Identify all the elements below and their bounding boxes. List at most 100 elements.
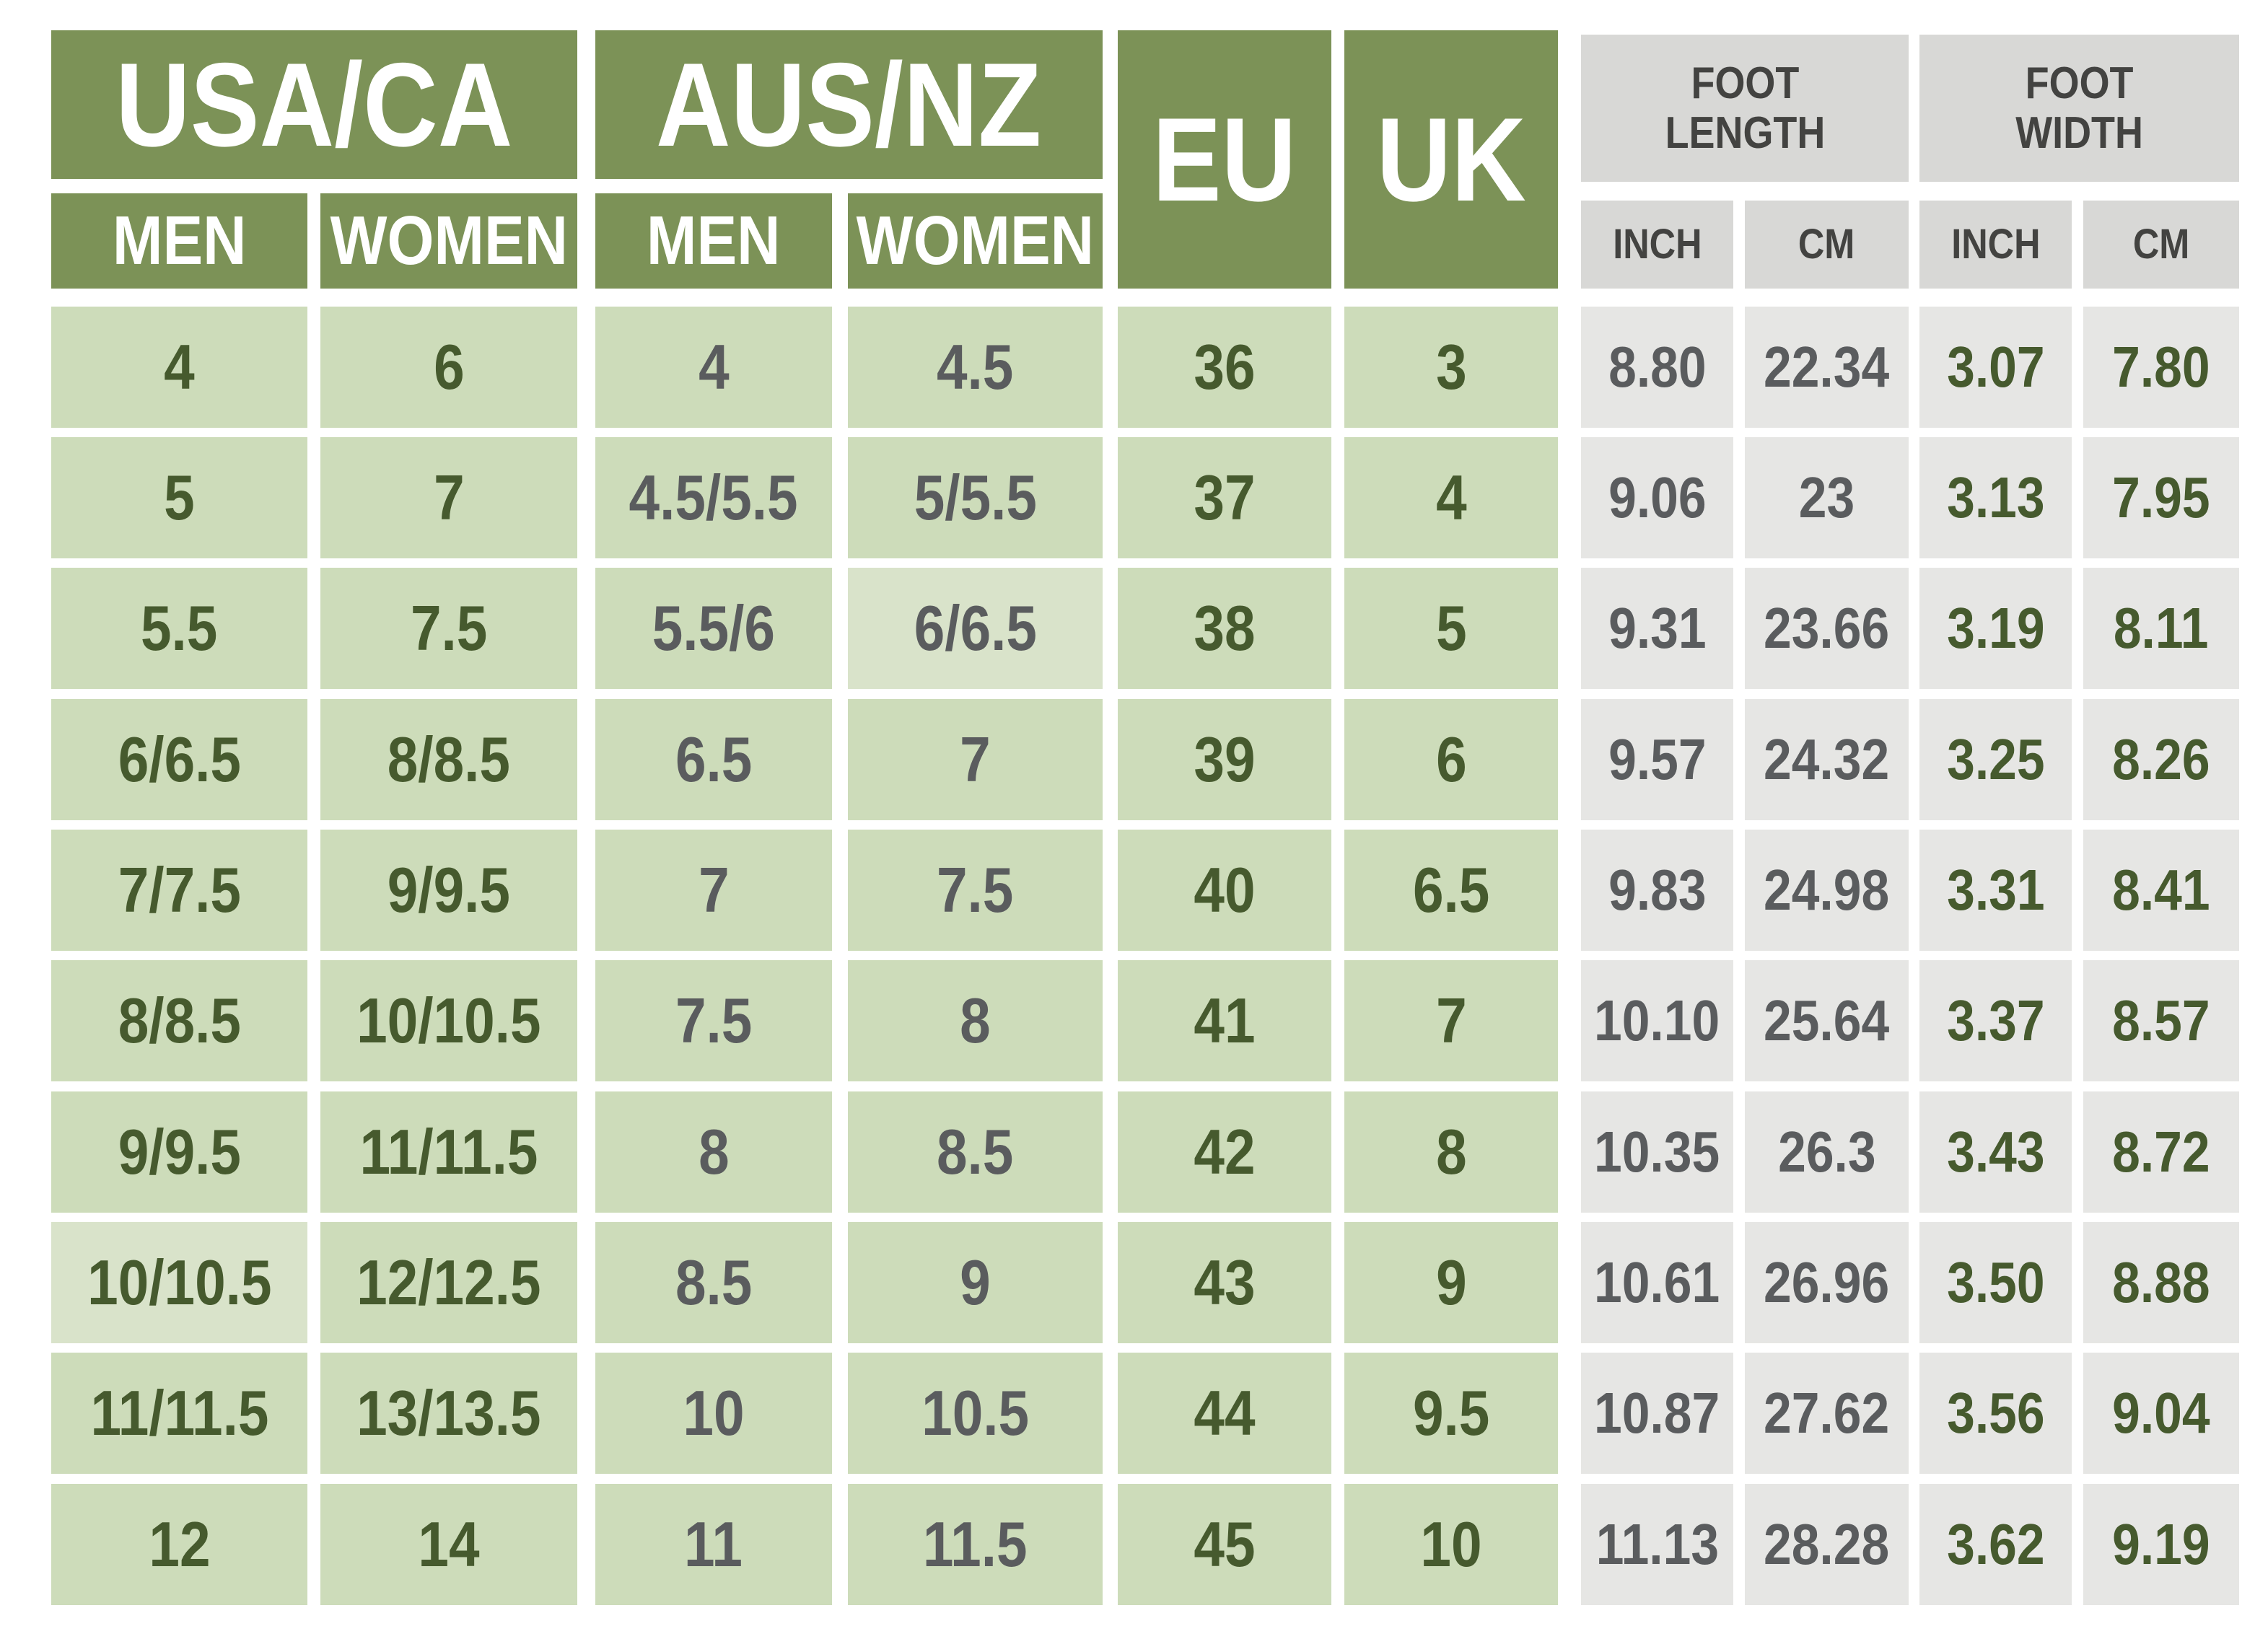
cell-wid_cm-value: 8.88 (2112, 1250, 2210, 1315)
header-usa-women-label: WOMEN (330, 202, 568, 280)
cell-len_inch: 9.83 (1581, 830, 1733, 951)
header-width-cm-label: CM (2132, 220, 2190, 268)
cell-len_cm: 26.96 (1745, 1222, 1909, 1343)
cell-aus_women: 5/5.5 (848, 437, 1103, 558)
cell-wid_cm-value: 7.80 (2112, 335, 2210, 400)
header-eu: EU (1118, 30, 1331, 289)
cell-wid_cm-value: 9.19 (2112, 1512, 2210, 1577)
cell-uk-value: 6 (1435, 723, 1467, 795)
cell-usa_women-value: 7 (433, 461, 465, 533)
cell-usa_men: 8/8.5 (51, 960, 307, 1081)
cell-usa_women: 6 (320, 307, 577, 428)
cell-aus_women: 10.5 (848, 1353, 1103, 1474)
cell-uk: 3 (1344, 307, 1558, 428)
cell-wid_inch-value: 3.13 (1946, 465, 2045, 530)
cell-usa_men-value: 4 (164, 330, 195, 403)
cell-uk: 6 (1344, 699, 1558, 820)
cell-wid_inch-value: 3.19 (1946, 596, 2045, 661)
header-foot-length: FOOT LENGTH (1581, 35, 1909, 182)
cell-len_cm-value: 24.32 (1764, 727, 1890, 792)
cell-eu: 38 (1118, 568, 1331, 689)
cell-aus_women-value: 7 (960, 723, 991, 795)
cell-eu-value: 37 (1194, 461, 1256, 533)
cell-wid_inch: 3.25 (1919, 699, 2072, 820)
cell-aus_women-value: 8.5 (937, 1115, 1014, 1187)
cell-usa_men-value: 8/8.5 (118, 984, 241, 1056)
header-foot-width: FOOT WIDTH (1919, 35, 2239, 182)
cell-eu: 39 (1118, 699, 1331, 820)
cell-uk-value: 10 (1420, 1508, 1482, 1580)
cell-wid_inch: 3.19 (1919, 568, 2072, 689)
header-aus-nz-label: AUS/NZ (656, 38, 1042, 171)
header-usa-women: WOMEN (320, 193, 577, 289)
cell-aus_men-value: 11 (684, 1508, 743, 1580)
cell-len_inch: 10.61 (1581, 1222, 1733, 1343)
cell-eu: 41 (1118, 960, 1331, 1081)
cell-uk: 7 (1344, 960, 1558, 1081)
cell-aus_men-value: 8.5 (675, 1246, 753, 1318)
cell-usa_women-value: 13/13.5 (356, 1376, 541, 1449)
cell-len_inch-value: 8.80 (1608, 335, 1707, 400)
cell-len_inch: 10.87 (1581, 1353, 1733, 1474)
cell-len_cm: 23.66 (1745, 568, 1909, 689)
cell-eu-value: 44 (1194, 1376, 1256, 1449)
cell-aus_men-value: 7 (698, 853, 730, 926)
cell-len_inch: 8.80 (1581, 307, 1733, 428)
cell-wid_cm-value: 7.95 (2112, 465, 2210, 530)
cell-wid_inch-value: 3.07 (1946, 335, 2045, 400)
cell-usa_men: 11/11.5 (51, 1353, 307, 1474)
cell-eu: 45 (1118, 1484, 1331, 1605)
header-length-cm: CM (1745, 201, 1909, 289)
cell-len_inch-value: 11.13 (1595, 1512, 1719, 1577)
cell-aus_women: 8 (848, 960, 1103, 1081)
cell-wid_cm: 8.57 (2083, 960, 2239, 1081)
cell-uk: 6.5 (1344, 830, 1558, 951)
cell-usa_women: 12/12.5 (320, 1222, 577, 1343)
cell-eu-value: 45 (1194, 1508, 1256, 1580)
header-aus-women-label: WOMEN (856, 202, 1095, 280)
cell-usa_women: 7.5 (320, 568, 577, 689)
cell-wid_inch: 3.56 (1919, 1353, 2072, 1474)
cell-aus_women-value: 5/5.5 (914, 461, 1037, 533)
cell-wid_inch: 3.43 (1919, 1091, 2072, 1213)
cell-usa_women-value: 9/9.5 (387, 853, 511, 926)
cell-usa_women: 11/11.5 (320, 1091, 577, 1213)
cell-aus_women-value: 11.5 (923, 1508, 1028, 1580)
cell-aus_men: 7.5 (595, 960, 832, 1081)
cell-uk-value: 9.5 (1412, 1376, 1490, 1449)
cell-aus_women: 7.5 (848, 830, 1103, 951)
header-aus-nz: AUS/NZ (595, 30, 1103, 179)
cell-aus_men-value: 4.5/5.5 (629, 461, 799, 533)
cell-eu-value: 39 (1194, 723, 1256, 795)
cell-usa_men-value: 9/9.5 (118, 1115, 241, 1187)
cell-wid_inch: 3.37 (1919, 960, 2072, 1081)
header-foot-width-label: FOOT WIDTH (2015, 58, 2143, 158)
cell-aus_men-value: 10 (683, 1376, 745, 1449)
cell-wid_cm: 8.11 (2083, 568, 2239, 689)
cell-wid_cm-value: 8.72 (2112, 1120, 2210, 1185)
cell-len_cm: 24.98 (1745, 830, 1909, 951)
cell-usa_women: 10/10.5 (320, 960, 577, 1081)
cell-aus_women: 4.5 (848, 307, 1103, 428)
cell-aus_women-value: 8 (960, 984, 991, 1056)
cell-eu-value: 43 (1194, 1246, 1256, 1318)
cell-len_inch-value: 9.31 (1608, 596, 1707, 661)
cell-eu-value: 40 (1194, 853, 1256, 926)
cell-uk: 9.5 (1344, 1353, 1558, 1474)
cell-aus_women-value: 9 (960, 1246, 991, 1318)
cell-wid_cm: 8.72 (2083, 1091, 2239, 1213)
cell-usa_men-value: 10/10.5 (87, 1246, 272, 1318)
cell-usa_women-value: 10/10.5 (356, 984, 541, 1056)
cell-wid_cm: 7.80 (2083, 307, 2239, 428)
cell-aus_women-value: 7.5 (937, 853, 1014, 926)
cell-len_inch: 10.10 (1581, 960, 1733, 1081)
cell-wid_inch: 3.50 (1919, 1222, 2072, 1343)
cell-eu: 43 (1118, 1222, 1331, 1343)
cell-usa_women-value: 11/11.5 (359, 1115, 538, 1187)
cell-wid_cm: 8.88 (2083, 1222, 2239, 1343)
cell-aus_men: 6.5 (595, 699, 832, 820)
cell-eu: 42 (1118, 1091, 1331, 1213)
cell-aus_men-value: 7.5 (675, 984, 753, 1056)
cell-usa_men: 7/7.5 (51, 830, 307, 951)
cell-aus_women-value: 6/6.5 (914, 592, 1037, 664)
